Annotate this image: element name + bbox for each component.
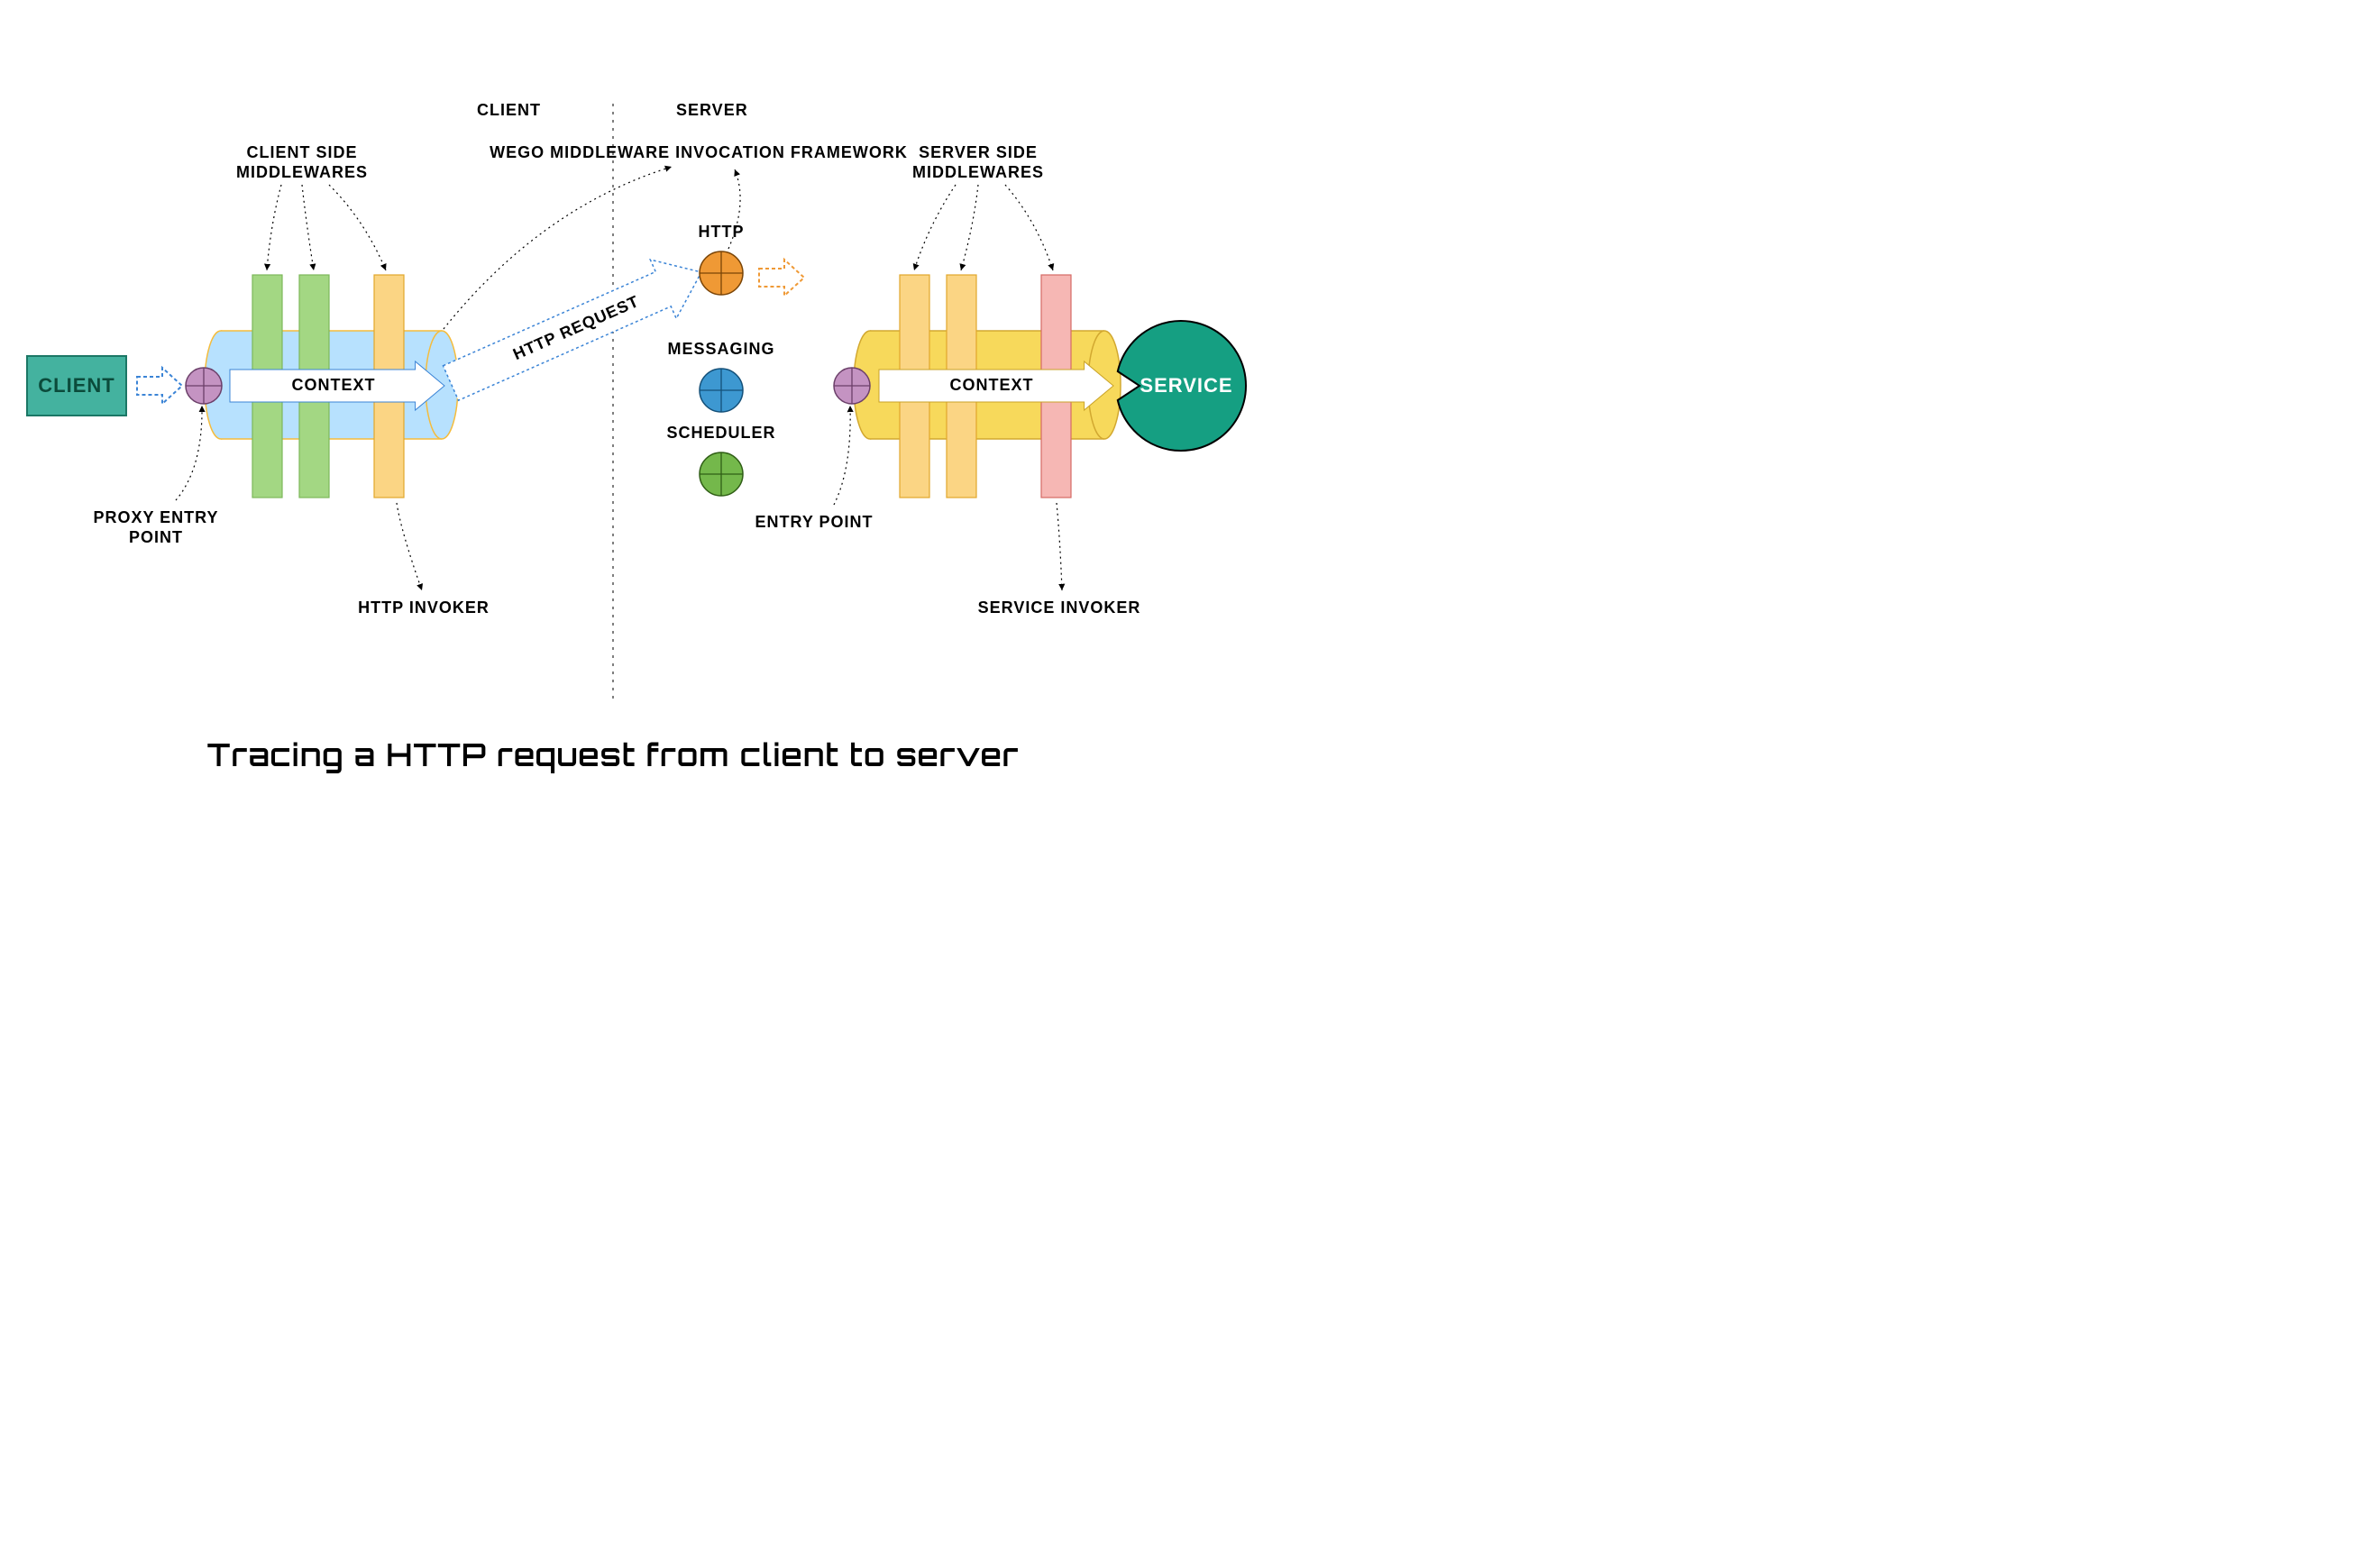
client-middlewares-label: CLIENT SIDEMIDDLEWARES bbox=[236, 143, 368, 181]
diagram-caption: Tracing a HTTP request from client to se… bbox=[207, 736, 1020, 774]
server-entry-point-label: ENTRY POINT bbox=[755, 513, 873, 531]
server-context-arrow-label: CONTEXT bbox=[949, 376, 1033, 394]
arrow-to-server-mw-3 bbox=[1005, 185, 1053, 270]
proxy-entry-point-label: PROXY ENTRYPOINT bbox=[93, 508, 218, 546]
http-request-arrow: HTTP REQUEST bbox=[438, 242, 715, 412]
arrow-to-server-mw-2 bbox=[961, 185, 978, 270]
arrow-to-server-mw-1 bbox=[914, 185, 956, 270]
entry-messaging-label: MESSAGING bbox=[667, 340, 774, 358]
client-to-pipeline-arrow bbox=[137, 368, 182, 404]
client-context-arrow-label: CONTEXT bbox=[291, 376, 375, 394]
arrow-to-server-entry bbox=[834, 406, 850, 505]
section-label-client: CLIENT bbox=[477, 101, 541, 119]
entry-scheduler-icon bbox=[700, 452, 743, 496]
arrow-to-http-invoker bbox=[397, 503, 422, 590]
arrow-to-service-invoker bbox=[1057, 503, 1062, 590]
server-middlewares-label: SERVER SIDEMIDDLEWARES bbox=[912, 143, 1044, 181]
client-block-label: CLIENT bbox=[38, 374, 114, 397]
service-invoker-label: SERVICE INVOKER bbox=[978, 598, 1141, 617]
wego-framework-label: WEGO MIDDLEWARE INVOCATION FRAMEWORK bbox=[490, 143, 908, 161]
entry-http-label: HTTP bbox=[699, 223, 745, 241]
entry-messaging-icon bbox=[700, 369, 743, 412]
arrow-to-client-mw-3 bbox=[329, 185, 386, 270]
entry-scheduler-label: SCHEDULER bbox=[666, 424, 775, 442]
service-block-label: SERVICE bbox=[1140, 374, 1232, 397]
entry-http-icon bbox=[700, 251, 743, 295]
http-invoker-label: HTTP INVOKER bbox=[358, 598, 490, 617]
server-entry-point-icon bbox=[834, 368, 870, 404]
proxy-entry-point-icon bbox=[186, 368, 222, 404]
section-label-server: SERVER bbox=[676, 101, 748, 119]
arrow-to-proxy-entry bbox=[176, 406, 202, 500]
arrow-to-client-mw-1 bbox=[267, 185, 281, 270]
http-to-server-arrow bbox=[759, 260, 804, 296]
arrow-to-client-mw-2 bbox=[302, 185, 314, 270]
